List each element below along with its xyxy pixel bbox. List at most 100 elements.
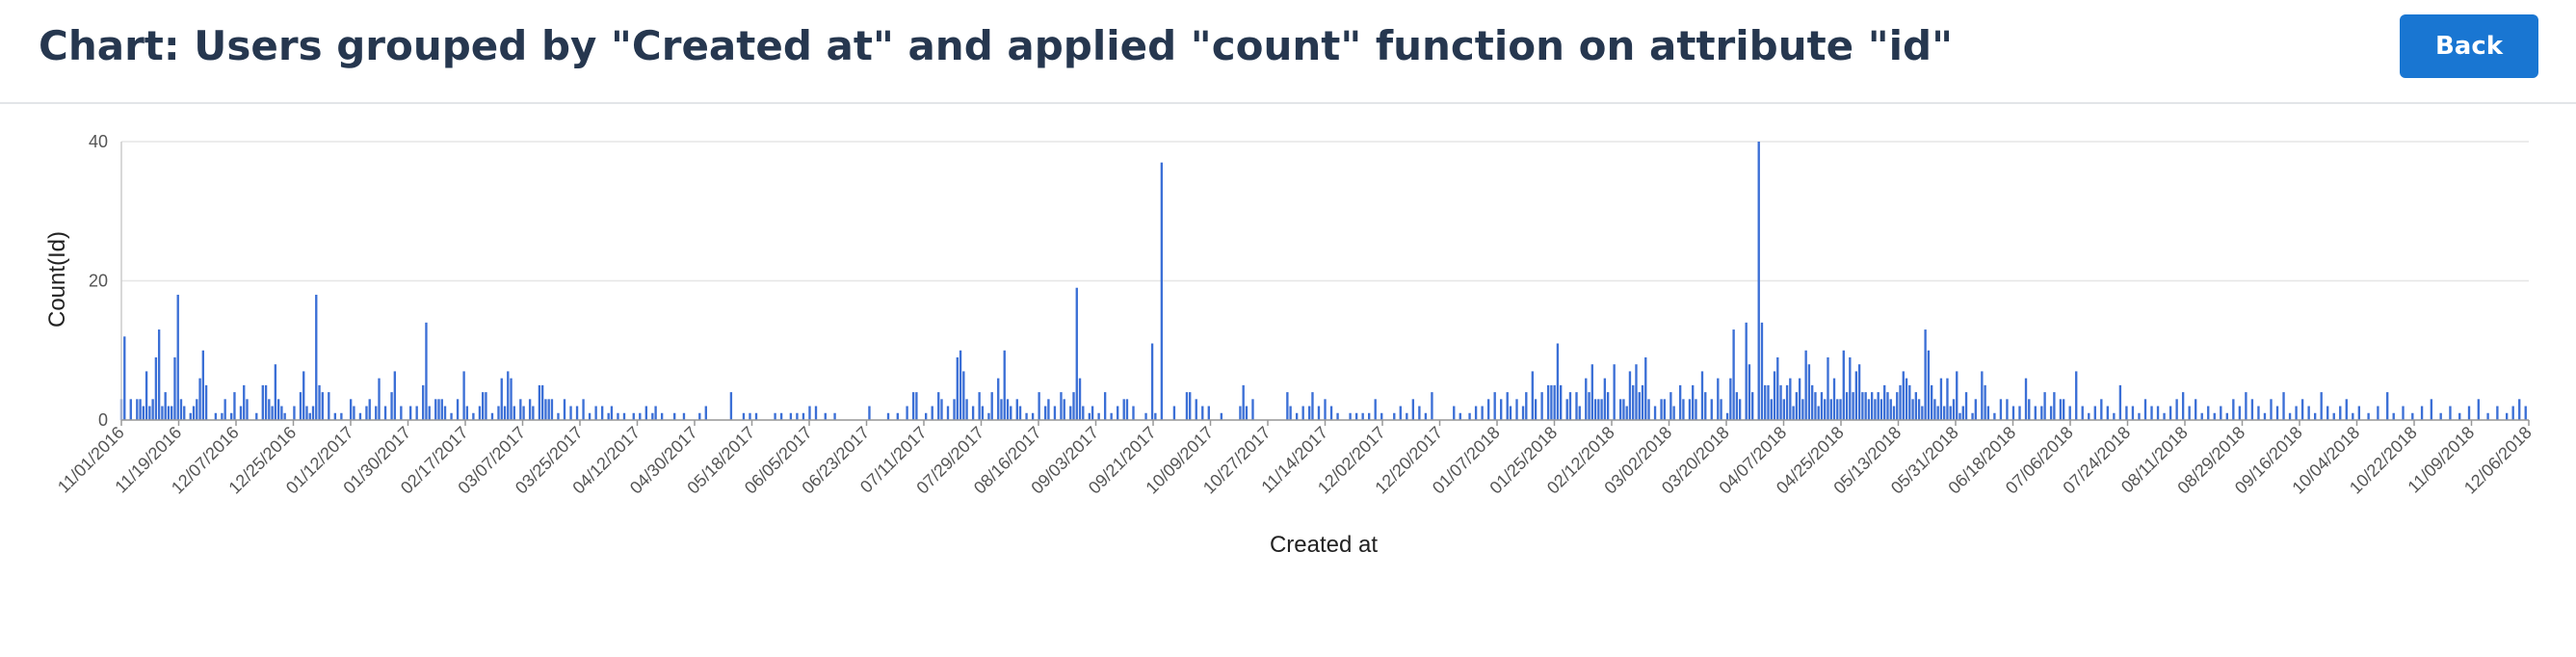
bar[interactable] [2275,406,2279,420]
bar[interactable] [2068,406,2071,420]
bar[interactable] [1867,399,1871,420]
bar[interactable] [151,399,154,420]
bar[interactable] [1773,371,1776,420]
bar[interactable] [2018,406,2021,420]
bar[interactable] [2367,412,2370,420]
bar[interactable] [569,406,572,420]
bar[interactable] [1245,406,1249,420]
bar[interactable] [582,399,585,420]
bar[interactable] [1047,399,1050,420]
bar[interactable] [802,412,805,420]
bar[interactable] [588,412,591,420]
bar[interactable] [754,412,758,420]
bar[interactable] [1986,406,1990,420]
bar[interactable] [221,412,223,420]
bar[interactable] [1886,392,1889,420]
bar[interactable] [1845,392,1849,420]
bar[interactable] [1493,392,1496,420]
bar[interactable] [465,406,469,420]
bar[interactable] [1063,399,1065,420]
bar[interactable] [171,406,173,420]
bar[interactable] [139,399,142,420]
bar[interactable] [1468,412,1471,420]
bar[interactable] [2024,378,2028,420]
bar[interactable] [2156,406,2160,420]
bar[interactable] [1336,412,1339,420]
bar[interactable] [462,371,465,420]
bar[interactable] [264,384,268,421]
bar[interactable] [915,392,918,420]
bar[interactable] [1861,392,1864,420]
bar[interactable] [1474,406,1478,420]
bar[interactable] [1349,412,1352,420]
bar[interactable] [490,412,494,420]
bar[interactable] [1914,392,1918,420]
bar[interactable] [1807,364,1811,420]
bar[interactable] [2505,412,2509,420]
bar[interactable] [440,399,443,420]
bar[interactable] [173,356,176,420]
bar[interactable] [333,412,337,420]
bar[interactable] [2075,371,2078,420]
bar[interactable] [161,406,164,420]
bar[interactable] [123,336,126,420]
bar[interactable] [868,406,871,420]
bar[interactable] [167,406,171,420]
bar[interactable] [393,371,396,420]
bar[interactable] [1669,392,1672,420]
bar[interactable] [2411,412,2414,420]
bar[interactable] [2195,399,2197,420]
bar[interactable] [965,399,968,420]
bar[interactable] [2352,412,2354,420]
bar[interactable] [1961,406,1964,420]
bar[interactable] [1688,399,1692,420]
bar[interactable] [1921,406,1924,420]
bar[interactable] [617,412,619,420]
bar[interactable] [1418,406,1421,420]
bar[interactable] [1368,412,1371,420]
bar[interactable] [557,412,560,420]
bar[interactable] [1958,412,1961,420]
bar[interactable] [204,384,208,421]
bar[interactable] [610,406,614,420]
bar[interactable] [1943,406,1946,420]
bar[interactable] [940,399,943,420]
bar[interactable] [1006,399,1010,420]
bar[interactable] [673,412,676,420]
bar[interactable] [2282,392,2285,420]
bar[interactable] [1804,350,1807,420]
bar[interactable] [1588,392,1590,420]
bar[interactable] [1534,399,1538,420]
bar[interactable] [1000,399,1003,420]
bar[interactable] [1553,384,1556,421]
bar[interactable] [2345,399,2348,420]
bar[interactable] [1117,406,1119,420]
bar[interactable] [2049,406,2053,420]
bar[interactable] [1879,399,1883,420]
bar[interactable] [931,406,933,420]
bar[interactable] [2175,399,2178,420]
bar[interactable] [1069,406,1072,420]
bar[interactable] [824,412,827,420]
bar[interactable] [1682,399,1685,420]
bar[interactable] [1125,399,1129,420]
bar[interactable] [1399,406,1402,420]
bar[interactable] [497,406,500,420]
bar[interactable] [2420,406,2424,420]
bar[interactable] [1896,392,1899,420]
bar[interactable] [434,399,437,420]
bar[interactable] [1854,371,1858,420]
bar[interactable] [1829,399,1832,420]
bar[interactable] [2181,392,2185,420]
bar[interactable] [729,392,733,420]
bar[interactable] [1695,399,1697,420]
bar[interactable] [1103,392,1107,420]
bar[interactable] [2402,406,2405,420]
bar[interactable] [299,392,302,420]
bar[interactable] [472,412,475,420]
bar[interactable] [349,399,353,420]
bar[interactable] [1411,399,1415,420]
bar[interactable] [1132,406,1135,420]
bar[interactable] [145,371,148,420]
bar[interactable] [1308,406,1311,420]
